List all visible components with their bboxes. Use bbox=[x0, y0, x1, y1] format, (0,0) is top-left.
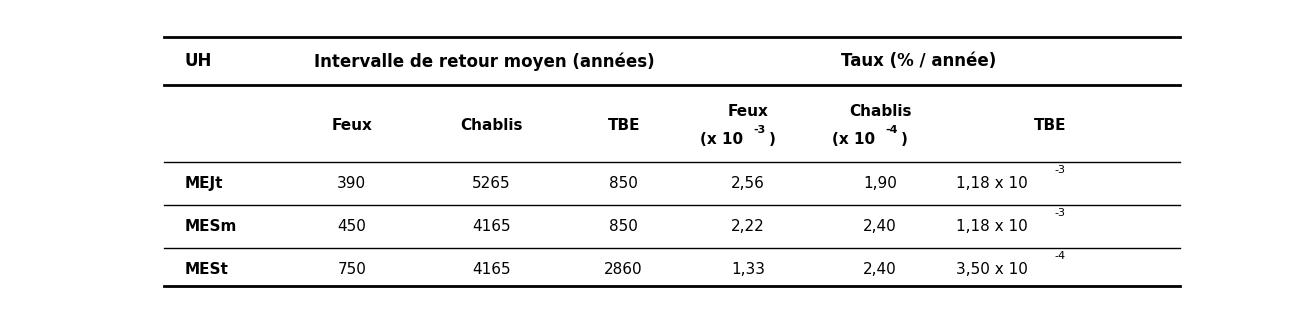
Text: 1,90: 1,90 bbox=[863, 176, 897, 191]
Text: Chablis: Chablis bbox=[460, 118, 523, 133]
Text: (x 10: (x 10 bbox=[832, 132, 876, 146]
Text: 1,18 x 10: 1,18 x 10 bbox=[957, 176, 1028, 191]
Text: 2,22: 2,22 bbox=[732, 219, 764, 234]
Text: 2,56: 2,56 bbox=[732, 176, 766, 191]
Text: 4165: 4165 bbox=[472, 219, 511, 234]
Text: ): ) bbox=[901, 132, 907, 146]
Text: 4165: 4165 bbox=[472, 262, 511, 277]
Text: UH: UH bbox=[184, 52, 211, 70]
Text: 1,18 x 10: 1,18 x 10 bbox=[957, 219, 1028, 234]
Text: 5265: 5265 bbox=[472, 176, 511, 191]
Text: MESm: MESm bbox=[184, 219, 236, 234]
Text: -3: -3 bbox=[753, 124, 766, 135]
Text: -4: -4 bbox=[1055, 251, 1066, 262]
Text: MEJt: MEJt bbox=[184, 176, 223, 191]
Text: 390: 390 bbox=[337, 176, 366, 191]
Text: Feux: Feux bbox=[728, 104, 768, 119]
Text: (x 10: (x 10 bbox=[700, 132, 743, 146]
Text: Taux (% / année): Taux (% / année) bbox=[840, 52, 996, 70]
Text: 2860: 2860 bbox=[604, 262, 642, 277]
Text: 850: 850 bbox=[610, 219, 638, 234]
Text: 2,40: 2,40 bbox=[864, 262, 897, 277]
Text: 450: 450 bbox=[337, 219, 366, 234]
Text: Chablis: Chablis bbox=[850, 104, 911, 119]
Text: Feux: Feux bbox=[332, 118, 372, 133]
Text: TBE: TBE bbox=[607, 118, 640, 133]
Text: 3,50 x 10: 3,50 x 10 bbox=[957, 262, 1028, 277]
Text: -3: -3 bbox=[1055, 208, 1066, 218]
Text: TBE: TBE bbox=[1034, 118, 1067, 133]
Text: ): ) bbox=[768, 132, 775, 146]
Text: 750: 750 bbox=[337, 262, 366, 277]
Text: 850: 850 bbox=[610, 176, 638, 191]
Text: MESt: MESt bbox=[184, 262, 228, 277]
Text: -4: -4 bbox=[885, 124, 898, 135]
Text: 1,33: 1,33 bbox=[732, 262, 766, 277]
Text: -3: -3 bbox=[1055, 165, 1066, 175]
Text: Intervalle de retour moyen (années): Intervalle de retour moyen (années) bbox=[313, 52, 654, 71]
Text: 2,40: 2,40 bbox=[864, 219, 897, 234]
